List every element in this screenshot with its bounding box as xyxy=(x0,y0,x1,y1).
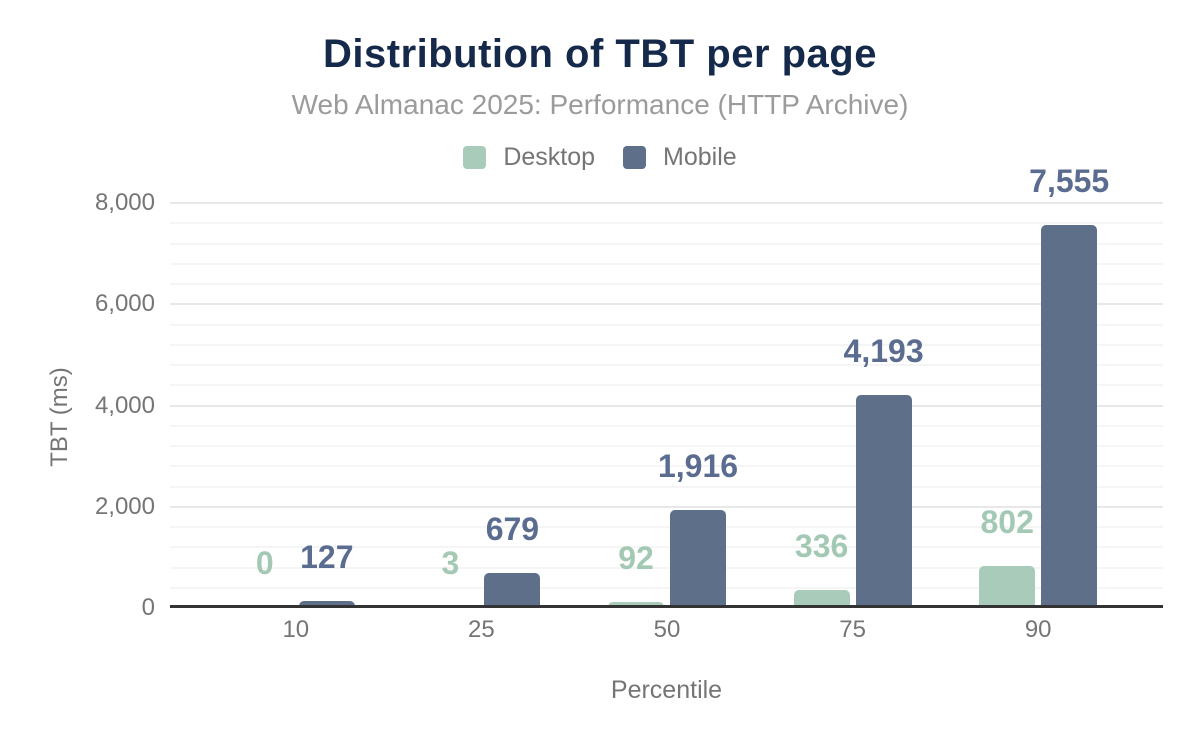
x-tick-label: 75 xyxy=(839,616,866,643)
legend-label-desktop: Desktop xyxy=(503,142,596,171)
value-label-mobile-p25: 679 xyxy=(485,510,540,547)
gridline-minor xyxy=(170,242,1163,245)
gridline-minor xyxy=(170,283,1163,285)
gridline-minor xyxy=(170,384,1163,387)
gridline-minor xyxy=(170,546,1163,549)
chart-title: Distribution of TBT per page xyxy=(323,32,877,76)
gridline-minor xyxy=(170,445,1163,447)
value-label-mobile-p50: 1,916 xyxy=(657,448,739,484)
bar-mobile-p10 xyxy=(298,600,355,607)
gridline-major xyxy=(170,303,1163,306)
legend-item-desktop: Desktop xyxy=(463,143,595,172)
bar-desktop-p50 xyxy=(608,602,664,607)
bar-mobile-p50 xyxy=(670,510,726,607)
y-tick-label: 4,000 xyxy=(94,391,155,419)
x-tick-label: 25 xyxy=(468,616,495,643)
gridline-major xyxy=(170,505,1163,508)
x-tick-label: 10 xyxy=(282,616,310,643)
gridline-minor xyxy=(170,526,1163,528)
y-axis-title: TBT (ms) xyxy=(46,367,73,467)
y-tick-label: 6,000 xyxy=(94,290,155,318)
legend-label-mobile: Mobile xyxy=(663,142,737,171)
bar-desktop-p90 xyxy=(979,566,1036,607)
bar-mobile-p90 xyxy=(1041,224,1098,607)
gridline-minor xyxy=(170,485,1163,488)
value-label-desktop-p75: 336 xyxy=(794,527,849,564)
gridline-minor xyxy=(170,586,1163,589)
value-label-desktop-p90: 802 xyxy=(980,504,1034,541)
gridline-minor xyxy=(170,424,1163,427)
value-label-desktop-p50: 92 xyxy=(618,540,654,577)
value-label-desktop-p10: 0 xyxy=(255,545,274,581)
chart-subtitle: Web Almanac 2025: Performance (HTTP Arch… xyxy=(291,89,909,120)
gridline-minor xyxy=(170,323,1163,326)
x-axis-title: Percentile xyxy=(610,676,723,704)
value-label-mobile-p10: 127 xyxy=(300,538,354,575)
gridline-minor xyxy=(170,222,1163,225)
x-tick-label: 90 xyxy=(1024,616,1052,643)
gridline-major xyxy=(170,202,1163,204)
legend: Desktop Mobile xyxy=(0,142,1200,172)
legend-swatch-desktop-icon xyxy=(463,145,487,169)
legend-item-mobile: Mobile xyxy=(623,143,737,172)
value-label-mobile-p75: 4,193 xyxy=(843,332,924,369)
bar-desktop-p75 xyxy=(793,589,850,607)
bar-mobile-p25 xyxy=(484,572,541,607)
y-tick-label: 0 xyxy=(141,594,155,621)
value-label-mobile-p90: 7,555 xyxy=(1029,162,1110,199)
gridline-minor xyxy=(170,465,1163,468)
value-label-desktop-p25: 3 xyxy=(441,544,460,581)
y-tick-label: 8,000 xyxy=(94,189,155,216)
gridline-minor xyxy=(170,364,1163,366)
x-axis-line xyxy=(170,605,1163,608)
gridline-minor xyxy=(170,262,1163,265)
y-tick-label: 2,000 xyxy=(94,492,155,520)
gridline-minor xyxy=(170,566,1163,569)
gridline-major xyxy=(170,404,1163,407)
bar-mobile-p75 xyxy=(855,394,912,607)
gridline-minor xyxy=(170,343,1163,346)
legend-swatch-mobile-icon xyxy=(623,145,647,169)
x-tick-label: 50 xyxy=(653,616,681,643)
